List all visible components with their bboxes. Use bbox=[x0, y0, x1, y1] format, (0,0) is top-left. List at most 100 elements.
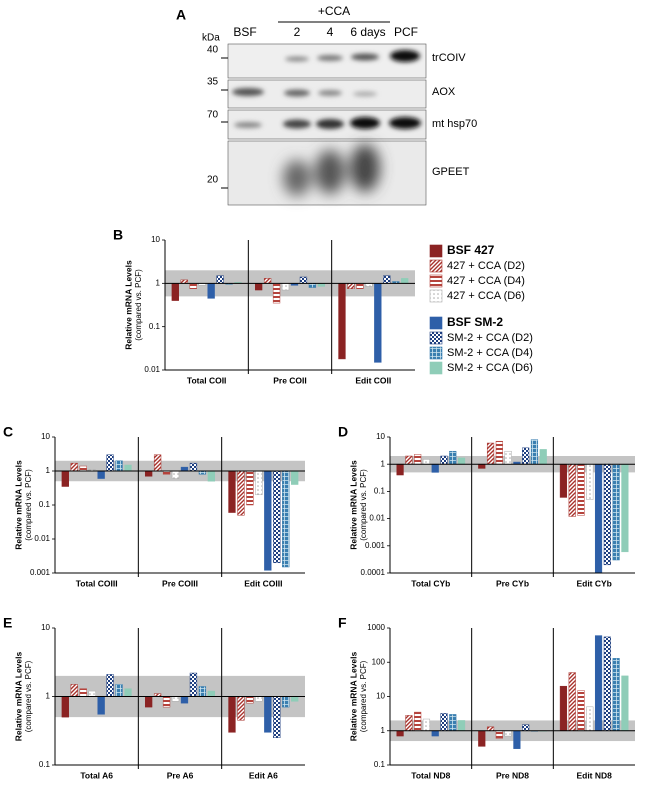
bar bbox=[594, 635, 603, 732]
bar bbox=[568, 672, 576, 732]
band bbox=[284, 89, 310, 97]
bar bbox=[180, 466, 189, 472]
legend-label: BSF 427 bbox=[447, 243, 495, 257]
bar bbox=[144, 470, 153, 477]
legend-swatch bbox=[429, 244, 443, 258]
bar bbox=[396, 730, 404, 737]
legend-swatch bbox=[429, 361, 443, 375]
bar bbox=[513, 730, 521, 749]
bar bbox=[422, 459, 431, 465]
bar bbox=[198, 686, 207, 697]
legend-label: SM-2 + CCA (D4) bbox=[447, 347, 533, 359]
group-label: +CCA bbox=[318, 4, 350, 18]
legend-swatch bbox=[429, 316, 443, 330]
bar bbox=[106, 674, 114, 697]
bar bbox=[405, 715, 413, 731]
bar bbox=[621, 463, 629, 553]
lane-label: PCF bbox=[394, 25, 418, 39]
y-tick-label: 0.001 bbox=[365, 541, 386, 550]
bar bbox=[539, 449, 547, 465]
bar bbox=[486, 442, 495, 465]
bar bbox=[414, 711, 422, 731]
bar bbox=[374, 283, 382, 363]
bar bbox=[559, 463, 568, 498]
bar bbox=[577, 463, 585, 516]
bar bbox=[79, 465, 87, 472]
y-axis-title: (compared vs. PCF) bbox=[359, 660, 368, 732]
y-axis-title: (compared vs. PCF) bbox=[24, 469, 33, 541]
bar bbox=[237, 696, 245, 721]
bar bbox=[153, 454, 162, 472]
bar bbox=[171, 283, 179, 301]
bar bbox=[347, 283, 355, 289]
y-tick-label: 0.01 bbox=[369, 514, 385, 523]
bar bbox=[281, 283, 290, 291]
y-tick-label: 0.0001 bbox=[361, 568, 386, 577]
bar bbox=[189, 672, 198, 697]
marker-label: 35 bbox=[207, 77, 219, 88]
bar bbox=[586, 463, 594, 500]
bar bbox=[61, 696, 69, 718]
bar bbox=[612, 463, 620, 561]
y-tick-label: 1 bbox=[381, 726, 386, 735]
bar bbox=[414, 454, 422, 465]
y-tick-label: 1 bbox=[46, 466, 51, 475]
panel-letter: D bbox=[338, 424, 348, 440]
band bbox=[353, 91, 377, 97]
bar bbox=[97, 470, 105, 479]
band bbox=[316, 119, 344, 129]
bar bbox=[522, 724, 530, 731]
bar bbox=[254, 283, 263, 291]
bar bbox=[115, 460, 123, 472]
bar bbox=[70, 462, 78, 472]
bar bbox=[299, 276, 308, 284]
blot-panel: A +CCA kDa BSF 2 4 6 days PCF 40 35 70 2… bbox=[176, 4, 477, 206]
bar bbox=[97, 696, 105, 715]
legend-swatch bbox=[429, 274, 443, 288]
bar bbox=[189, 462, 198, 472]
bar bbox=[522, 447, 530, 465]
y-tick-label: 100 bbox=[372, 657, 386, 666]
bar bbox=[621, 675, 629, 732]
smear bbox=[315, 150, 345, 194]
y-tick-label: 0.001 bbox=[30, 568, 51, 577]
x-tick-label: Total COIII bbox=[76, 578, 118, 588]
lane-label: 2 bbox=[294, 25, 301, 39]
bar bbox=[115, 684, 123, 697]
bar bbox=[440, 455, 448, 465]
bar bbox=[568, 463, 576, 517]
x-tick-label: Pre A6 bbox=[167, 770, 194, 780]
bar bbox=[255, 470, 263, 496]
panel-letter: B bbox=[113, 227, 123, 243]
bar bbox=[144, 696, 153, 708]
band bbox=[232, 88, 264, 96]
panel-letter: F bbox=[338, 615, 347, 631]
bar bbox=[106, 454, 114, 472]
band bbox=[318, 90, 342, 96]
protein-label: mt hsp70 bbox=[432, 118, 477, 130]
bar bbox=[603, 636, 611, 731]
bar bbox=[237, 470, 245, 516]
band bbox=[350, 117, 380, 129]
x-tick-label: Total COII bbox=[187, 375, 227, 385]
bar bbox=[246, 696, 254, 704]
bar bbox=[228, 696, 236, 733]
legend-label: 427 + CCA (D6) bbox=[447, 290, 525, 302]
bar bbox=[291, 696, 299, 702]
bar bbox=[422, 718, 431, 732]
bar bbox=[207, 470, 216, 482]
bar bbox=[255, 696, 263, 702]
x-tick-label: Pre COIII bbox=[162, 578, 198, 588]
x-tick-label: Total ND8 bbox=[411, 770, 450, 780]
x-tick-label: Edit CYb bbox=[576, 578, 611, 588]
y-axis-title: Relative mRNA Levels bbox=[348, 652, 358, 742]
x-tick-label: Total A6 bbox=[80, 770, 113, 780]
y-tick-label: 10 bbox=[151, 235, 160, 244]
bar bbox=[405, 455, 413, 465]
bar bbox=[338, 283, 346, 360]
x-tick-label: Pre COII bbox=[273, 375, 307, 385]
bar bbox=[478, 463, 486, 469]
bar bbox=[88, 690, 96, 697]
bar bbox=[457, 720, 466, 731]
